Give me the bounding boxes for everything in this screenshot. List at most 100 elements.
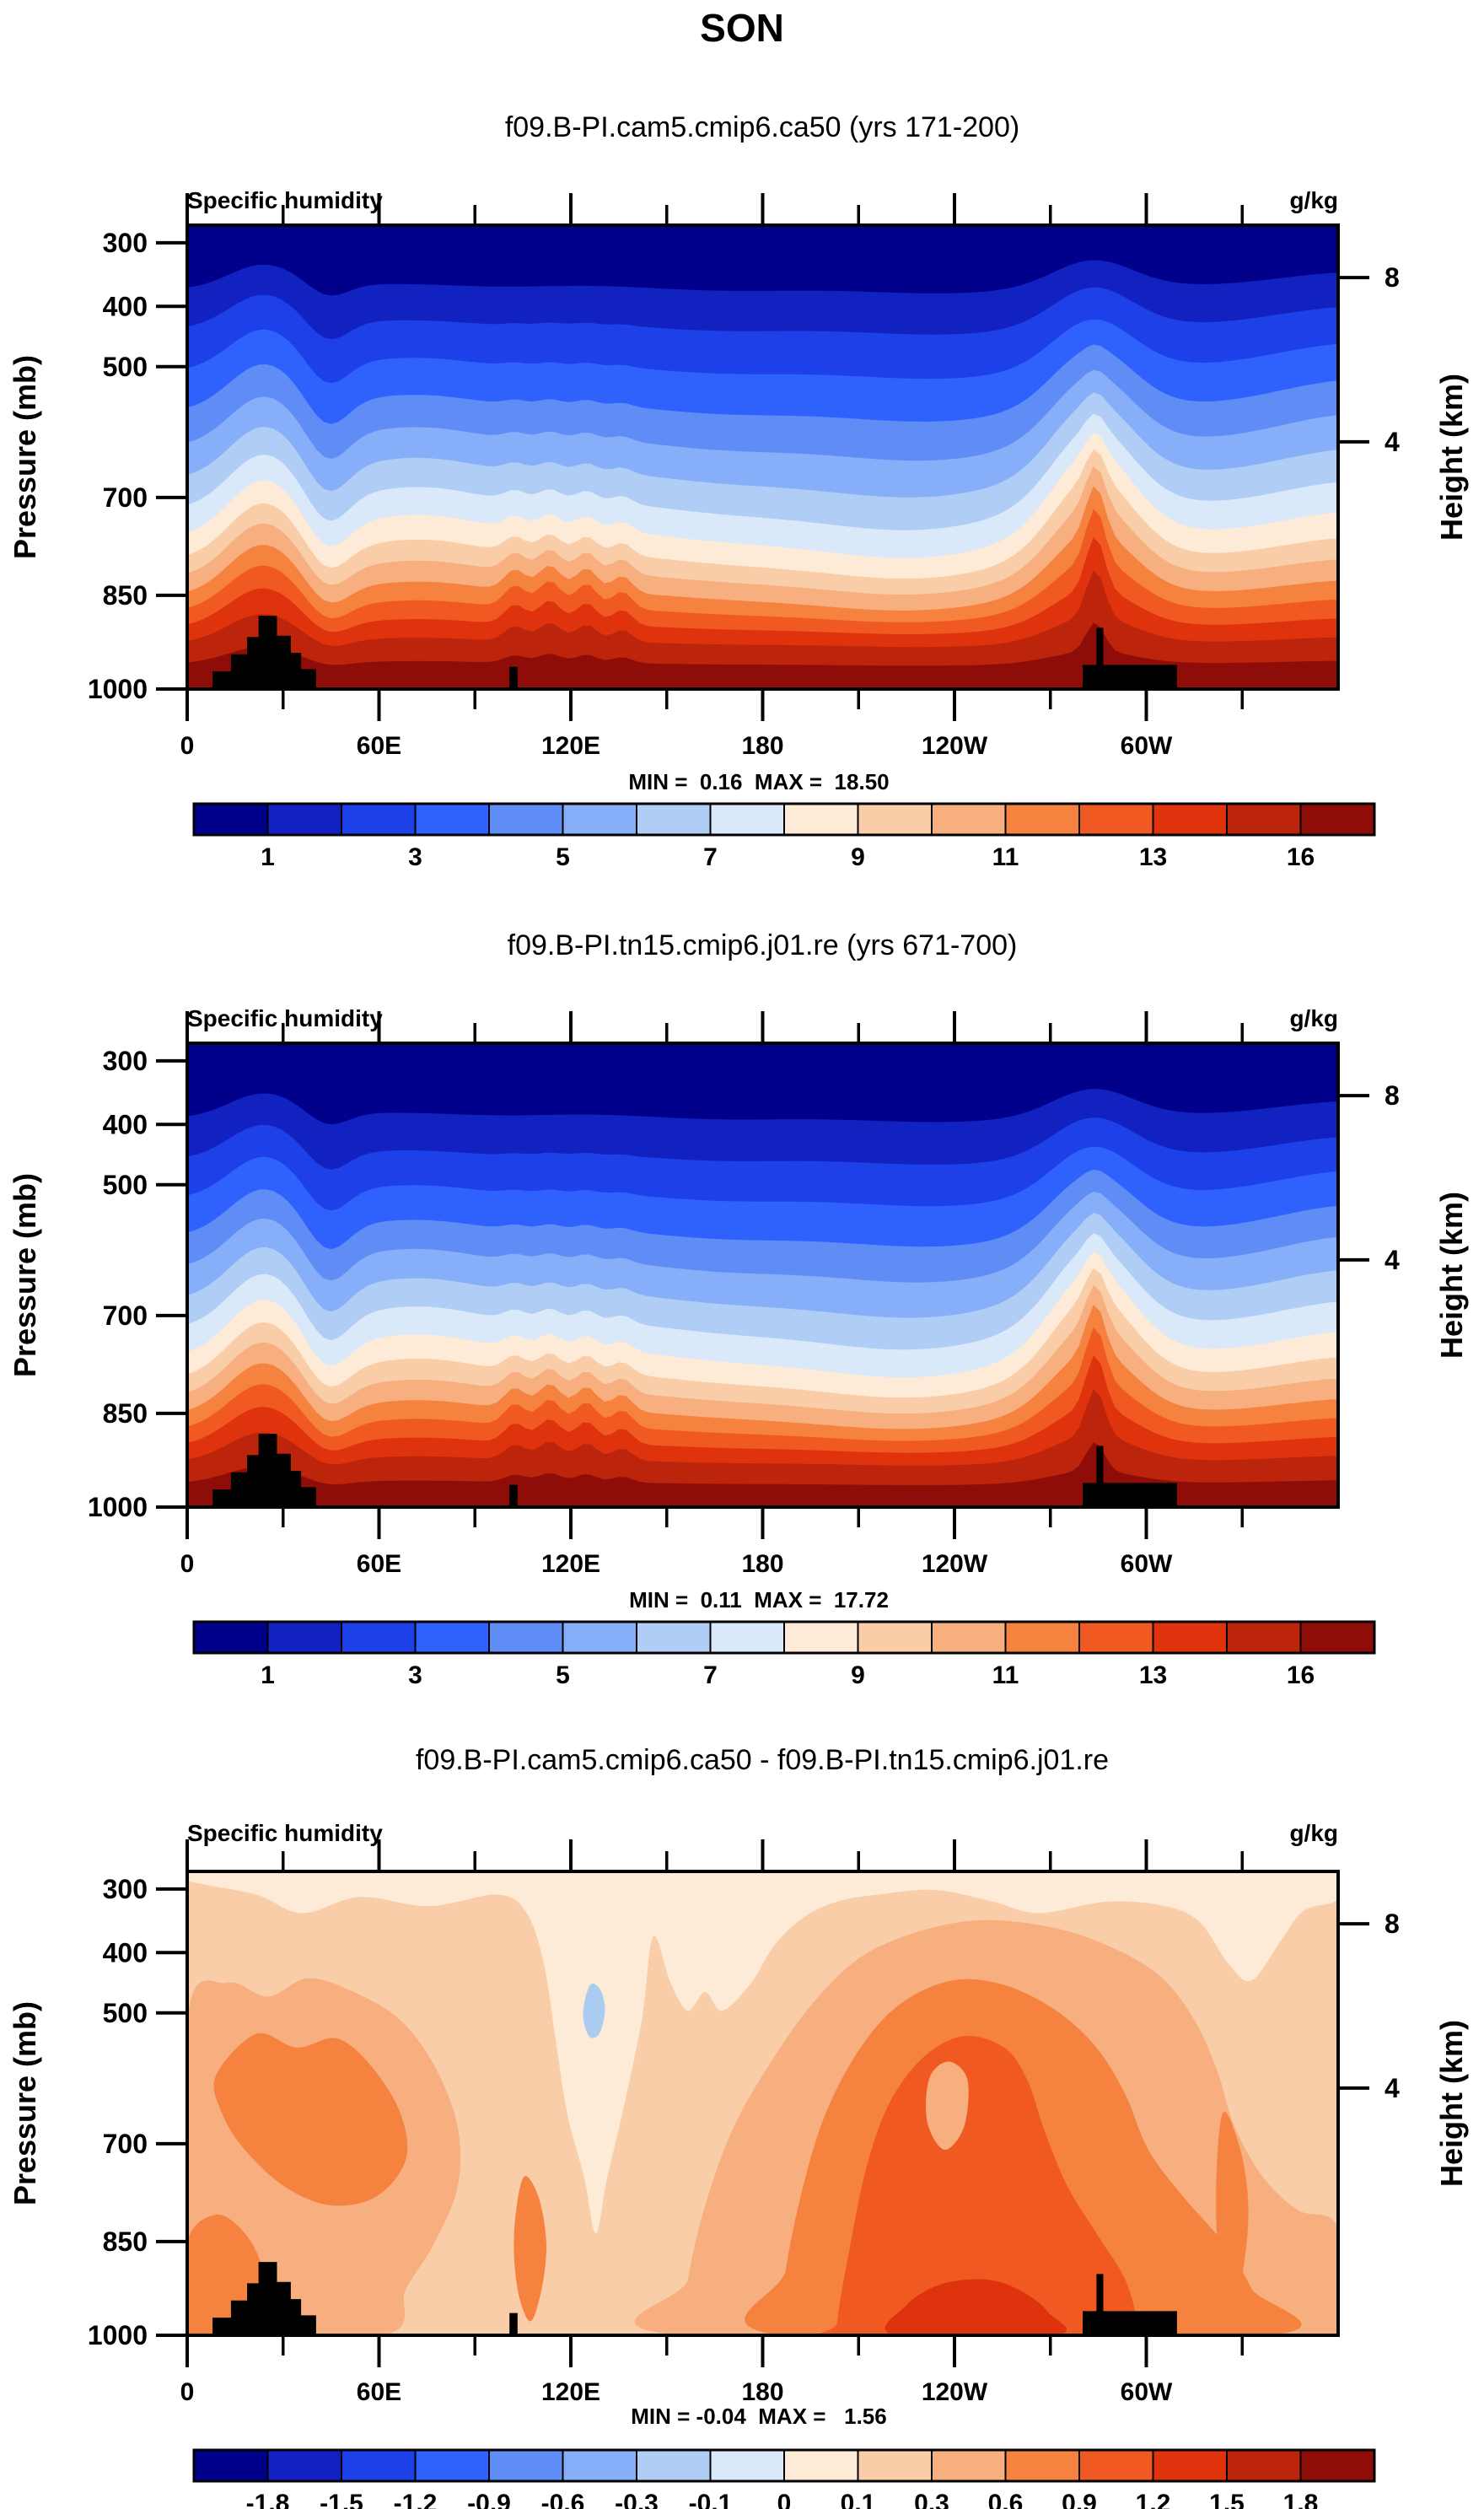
colorbar-tick-label: 0 bbox=[777, 2490, 792, 2509]
colorbar-cell bbox=[709, 1621, 785, 1654]
colorbar-outline bbox=[192, 802, 1376, 837]
pressure-tick-label: 500 bbox=[103, 1170, 148, 1200]
pressure-tick-label: 1000 bbox=[88, 674, 148, 704]
colorbar-cell bbox=[931, 2449, 1007, 2482]
x-tick-label: 180 bbox=[741, 1550, 783, 1578]
colorbar-outline bbox=[192, 2448, 1376, 2483]
colorbar-tick-label: 3 bbox=[408, 843, 422, 871]
pressure-tick-label: 300 bbox=[103, 228, 148, 258]
band-fill-15 bbox=[187, 622, 1338, 689]
contour-plot-2: 0 60E 120E 180 120W 60W 300 400 500 700 850 1000 8 4 1… bbox=[88, 1011, 1400, 1689]
panel-1-minmax: MIN = 0.16 MAX = 18.50 bbox=[628, 769, 890, 794]
colorbar-cell bbox=[783, 1621, 859, 1654]
diff-blob-deep-orange-0.9-1.2-core bbox=[820, 2035, 1155, 2335]
height-tick-label: 4 bbox=[1385, 427, 1400, 457]
colorbar-tick-label: 1 bbox=[261, 843, 275, 871]
colorbar-cell bbox=[783, 2449, 859, 2482]
panel-1-units-label: g/kg bbox=[1289, 187, 1338, 213]
colorbar-cell bbox=[1299, 803, 1375, 836]
colorbar-cell bbox=[931, 1621, 1007, 1654]
colorbar-cell bbox=[857, 803, 933, 836]
pressure-tick-label: 400 bbox=[103, 291, 148, 321]
colorbar-cell bbox=[709, 803, 785, 836]
plot-field-group bbox=[187, 1043, 1338, 1507]
colorbar-tick-label: 7 bbox=[703, 843, 718, 871]
topography-0 bbox=[212, 1434, 316, 1507]
colorbar-tick-label: 1.5 bbox=[1209, 2490, 1245, 2509]
pressure-tick-label: 850 bbox=[103, 2226, 148, 2257]
contour-plot-3: 0 60E 120E 180 120W 60W 300 400 500 700 850 1000 8 4 -… bbox=[88, 1839, 1400, 2509]
pressure-tick-label: 700 bbox=[103, 1300, 148, 1331]
panel-3-minmax: MIN = -0.04 MAX = 1.56 bbox=[631, 2404, 887, 2429]
pressure-tick-label: 1000 bbox=[88, 1492, 148, 1522]
pressure-tick-label: 700 bbox=[103, 482, 148, 513]
x-tick-label: 0 bbox=[180, 1550, 195, 1578]
x-tick-label: 60W bbox=[1121, 2378, 1173, 2406]
colorbar-cell bbox=[341, 1621, 417, 1654]
pressure-tick-label: 1000 bbox=[88, 2320, 148, 2350]
height-tick-label: 8 bbox=[1385, 262, 1400, 293]
colorbar-cell bbox=[857, 1621, 933, 1654]
height-tick-label: 4 bbox=[1385, 1245, 1400, 1275]
topography-1 bbox=[509, 2312, 518, 2335]
panel-2-units-label: g/kg bbox=[1289, 1005, 1338, 1031]
panel-2-minmax: MIN = 0.11 MAX = 17.72 bbox=[629, 1587, 889, 1613]
colorbar-tick-label: 1.8 bbox=[1283, 2490, 1319, 2509]
x-tick-label: 180 bbox=[741, 732, 783, 760]
colorbar-cell bbox=[266, 2449, 342, 2482]
pressure-tick-label: 400 bbox=[103, 1937, 148, 1968]
colorbar-cell bbox=[562, 1621, 637, 1654]
colorbar-cell bbox=[1299, 1621, 1375, 1654]
colorbar-cell bbox=[341, 2449, 417, 2482]
colorbar-cell bbox=[193, 2449, 269, 2482]
colorbar-tick-label: 5 bbox=[556, 843, 570, 871]
colorbar-cell bbox=[562, 2449, 637, 2482]
x-tick-label: 60E bbox=[357, 1550, 401, 1578]
colorbar-cell bbox=[636, 1621, 712, 1654]
page-title: SON bbox=[700, 6, 784, 50]
x-tick-label: 120W bbox=[922, 2378, 988, 2406]
contour-plot-1: 0 60E 120E 180 120W 60W 300 400 500 700 850 1000 8 4 1… bbox=[88, 193, 1400, 871]
height-tick-label: 8 bbox=[1385, 1909, 1400, 1939]
panel-1-title: f09.B-PI.cam5.cmip6.ca50 (yrs 171-200) bbox=[504, 111, 1020, 143]
colorbar-cell bbox=[414, 2449, 490, 2482]
colorbar-cell bbox=[1004, 2449, 1080, 2482]
colorbar-cell bbox=[488, 2449, 564, 2482]
colorbar-cell bbox=[488, 803, 564, 836]
colorbar-cell bbox=[488, 1621, 564, 1654]
diff-blob-cream-0-0.1 bbox=[187, 1871, 1338, 2233]
colorbar-cell bbox=[1226, 803, 1302, 836]
diff-blob-orange-streak-60w bbox=[1216, 2111, 1249, 2318]
pressure-tick-label: 300 bbox=[103, 1874, 148, 1904]
colorbar-tick-label: 11 bbox=[992, 843, 1019, 871]
pressure-tick-label: 300 bbox=[103, 1046, 148, 1076]
colorbar-cell bbox=[783, 803, 859, 836]
diff-blob-dark-red-1.2-1.5 bbox=[884, 2279, 1067, 2335]
x-tick-label: 60W bbox=[1121, 732, 1173, 760]
colorbar-outline bbox=[192, 1620, 1376, 1655]
colorbar-cell bbox=[1078, 803, 1154, 836]
colorbar-tick-label: 1.2 bbox=[1136, 2490, 1171, 2509]
colorbar-cell bbox=[1004, 1621, 1080, 1654]
colorbar-cell bbox=[1152, 1621, 1228, 1654]
colorbar-cell bbox=[266, 803, 342, 836]
colorbar-cell bbox=[1152, 2449, 1228, 2482]
colorbar-cell bbox=[636, 2449, 712, 2482]
x-tick-label: 120E bbox=[541, 2378, 600, 2406]
colorbar-cell bbox=[931, 803, 1007, 836]
colorbar-tick-label: -1.5 bbox=[320, 2490, 363, 2509]
plot-field-group bbox=[187, 225, 1338, 689]
colorbar-tick-label: 0.9 bbox=[1062, 2490, 1097, 2509]
panel-2-title: f09.B-PI.tn15.cmip6.j01.re (yrs 671-700) bbox=[507, 929, 1018, 961]
colorbar-tick-label: 0.1 bbox=[841, 2490, 876, 2509]
diff-blob-orange-streak-120e bbox=[513, 2176, 547, 2322]
diff-blob-orange-0.6-0.9-left bbox=[213, 2033, 408, 2206]
colorbar-cell bbox=[562, 803, 637, 836]
x-tick-label: 120W bbox=[922, 1550, 988, 1578]
colorbar-tick-label: 0.6 bbox=[988, 2490, 1024, 2509]
colorbar-tick-label: -0.1 bbox=[689, 2490, 733, 2509]
band-fill-15 bbox=[187, 1442, 1338, 1507]
plot-field-group bbox=[187, 1871, 1338, 2335]
colorbar-cell bbox=[414, 803, 490, 836]
colorbar-tick-label: 9 bbox=[851, 843, 865, 871]
